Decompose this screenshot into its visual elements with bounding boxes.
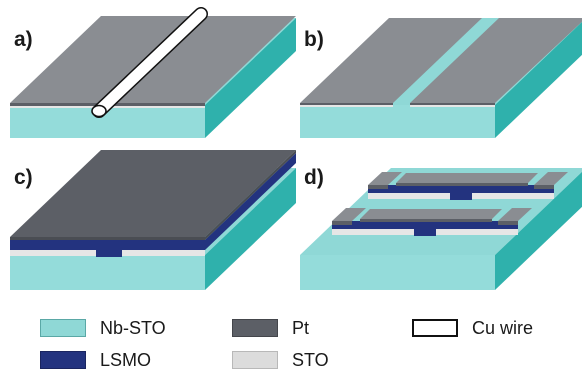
legend-label-pt: Pt — [292, 317, 310, 338]
pt-electrode-side — [205, 150, 296, 240]
legend-item-lsmo: LSMO — [40, 348, 151, 372]
legend-item-pt: Pt — [232, 316, 309, 340]
legend-item-sto: STO — [232, 348, 329, 372]
pt-electrode-front — [10, 237, 205, 240]
legend-label-lsmo: LSMO — [100, 349, 152, 370]
cu-wire-swatch — [412, 319, 458, 337]
pt-electrode-top — [10, 150, 296, 237]
legend-label-nb-sto: Nb-STO — [100, 317, 166, 338]
pt-electrode-left-front — [300, 103, 393, 105]
device-front — [332, 208, 532, 236]
cu-wire — [91, 7, 208, 118]
nb-sto-swatch — [40, 319, 86, 337]
lsmo-contact — [96, 249, 122, 257]
pt-electrode-right-top — [410, 18, 582, 103]
lsmo-layer-front — [10, 240, 205, 250]
lsmo-layer-side — [205, 153, 296, 250]
panel-d-diagram — [300, 168, 582, 290]
panel-c-diagram — [10, 150, 296, 290]
nb-sto-substrate-front — [300, 255, 495, 290]
nb-sto-substrate-front — [10, 255, 205, 290]
panel-label-c: c) — [14, 166, 33, 189]
panel-label-b: b) — [304, 28, 324, 51]
nb-sto-substrate-side — [205, 168, 296, 290]
pt-electrode-left-top — [300, 18, 482, 103]
nb-sto-substrate-front — [10, 105, 205, 138]
nb-sto-substrate-side — [495, 21, 582, 138]
legend-label-cu-wire: Cu wire — [472, 317, 534, 338]
device-back — [368, 172, 568, 200]
panel-label-d: d) — [304, 166, 324, 189]
pt-swatch — [232, 319, 278, 337]
lsmo-swatch — [40, 351, 86, 369]
legend-label-sto: STO — [292, 349, 329, 370]
legend-item-cu-wire: Cu wire — [412, 316, 533, 340]
nb-sto-substrate-side — [205, 18, 296, 138]
pt-electrode-right-front — [410, 103, 495, 105]
panel-label-a: a) — [14, 28, 33, 51]
sto-swatch — [232, 351, 278, 369]
legend-item-nb-sto: Nb-STO — [40, 316, 166, 340]
nb-sto-substrate-front — [300, 105, 495, 138]
nb-sto-substrate-side — [495, 171, 582, 290]
panel-b-diagram — [300, 18, 582, 138]
panel-a-diagram — [10, 7, 296, 138]
